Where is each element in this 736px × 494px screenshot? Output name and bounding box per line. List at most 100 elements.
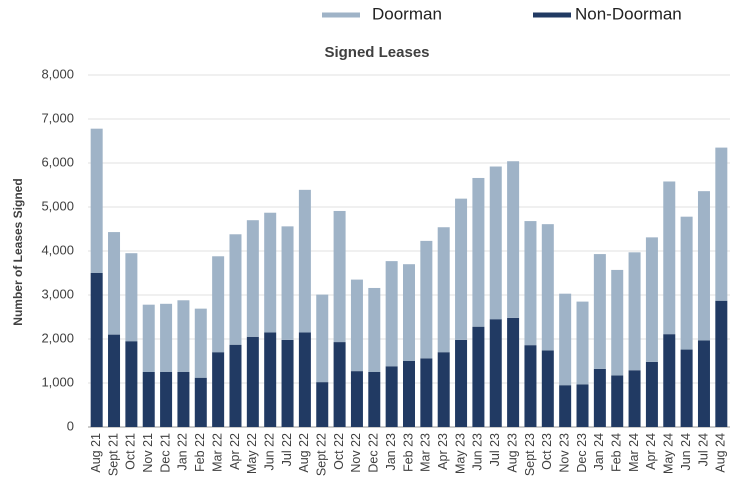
bar-segment	[90, 128, 103, 273]
y-tick-label: 8,000	[41, 66, 74, 81]
legend-label: Non-Doorman	[575, 4, 682, 23]
bar-segment	[403, 361, 415, 427]
bar-segment	[715, 300, 728, 427]
bar-segment	[194, 377, 207, 427]
y-tick-label: 2,000	[41, 330, 74, 345]
y-tick-label: 4,000	[41, 242, 74, 257]
bar-segment	[246, 220, 259, 337]
bar-segment	[576, 384, 589, 427]
bar-segment	[559, 385, 572, 427]
y-tick-label: 5,000	[41, 198, 74, 213]
x-tick-label: Jul 23	[488, 433, 502, 466]
y-tick-label: 7,000	[41, 110, 74, 125]
x-tick-label: May 22	[245, 433, 259, 474]
bar-segment	[437, 227, 450, 353]
x-tick-label: Nov 21	[141, 433, 155, 473]
x-tick-label: Apr 22	[228, 433, 242, 470]
x-tick-label: Aug 24	[714, 433, 728, 473]
bar-segment	[229, 234, 242, 345]
bar-segment	[680, 216, 693, 350]
bar-segment	[420, 358, 433, 427]
x-tick-label: Aug 21	[89, 433, 103, 473]
x-tick-label: Sept 21	[106, 433, 120, 476]
bar-segment	[108, 334, 121, 427]
bar-segment	[472, 177, 485, 327]
bar-segment	[142, 372, 155, 427]
bar-segment	[125, 253, 138, 342]
bar-segment	[611, 375, 624, 427]
bar-segment	[385, 366, 398, 427]
bar-segment	[316, 382, 329, 427]
x-tick-label: Mar 23	[419, 433, 433, 472]
y-tick-label: 6,000	[41, 154, 74, 169]
bar-segment	[229, 344, 242, 427]
bar-segment	[246, 336, 259, 427]
bar-segment	[142, 304, 155, 372]
bar-segment	[264, 212, 277, 333]
bar-segment	[350, 279, 363, 372]
bar-segment	[350, 371, 363, 427]
bar-segment	[628, 370, 641, 427]
x-tick-label: Sept 22	[315, 433, 329, 476]
bar-segment	[593, 368, 606, 427]
x-tick-label: Mar 22	[210, 433, 224, 472]
x-tick-label: Jul 22	[280, 433, 294, 466]
bar-segment	[177, 300, 190, 372]
x-tick-label: Oct 23	[540, 433, 554, 470]
bar-segment	[212, 352, 225, 427]
x-tick-label: Jan 22	[176, 433, 190, 471]
bar-segment	[628, 252, 641, 371]
x-tick-label: Jun 22	[262, 433, 276, 471]
bar-segment	[524, 221, 537, 346]
x-tick-label: Mar 24	[627, 433, 641, 472]
bar-segment	[420, 240, 433, 359]
bar-segment	[125, 341, 138, 427]
legend-label: Doorman	[372, 4, 442, 23]
bar-segment	[368, 287, 381, 372]
x-tick-label: Nov 22	[349, 433, 363, 473]
x-tick-label: Dec 21	[158, 433, 172, 473]
x-tick-label: Jul 24	[696, 433, 710, 466]
bar-segment	[298, 189, 311, 333]
bar-segment	[697, 191, 710, 341]
x-tick-label: Feb 22	[193, 433, 207, 472]
bar-segment	[281, 226, 294, 340]
x-tick-label: Oct 21	[124, 433, 138, 470]
bar-segment	[212, 256, 225, 353]
bar-segment	[663, 181, 676, 335]
x-tick-label: May 24	[662, 433, 676, 474]
bar-segment	[576, 301, 589, 385]
bar-segment	[489, 166, 502, 320]
x-tick-label: Aug 22	[297, 433, 311, 473]
bar-segment	[489, 319, 502, 427]
bar-segment	[281, 339, 294, 427]
bar-segment	[663, 334, 676, 427]
bar-segment	[507, 317, 520, 427]
x-tick-label: Feb 23	[401, 433, 415, 472]
bar-segment	[108, 232, 121, 335]
bar-segment	[559, 293, 572, 386]
bar-segment	[333, 210, 346, 343]
bar-segment	[298, 332, 311, 427]
bar-segment	[160, 303, 173, 372]
bar-segment	[437, 352, 450, 427]
bar-segment	[333, 342, 346, 427]
chart-title: Signed Leases	[324, 44, 429, 61]
x-tick-label: Apr 23	[436, 433, 450, 470]
x-tick-label: Jun 23	[471, 433, 485, 471]
bar-segment	[472, 326, 485, 427]
y-tick-label: 3,000	[41, 286, 74, 301]
bar-segment	[368, 372, 381, 427]
x-tick-label: Dec 22	[367, 433, 381, 473]
x-tick-label: Jan 23	[384, 433, 398, 471]
bar-segment	[507, 161, 520, 318]
x-tick-label: Dec 23	[575, 433, 589, 473]
bar-segment	[316, 294, 329, 383]
bar-segment	[541, 224, 554, 351]
bar-segment	[194, 308, 207, 378]
x-tick-label: Sept 23	[523, 433, 537, 476]
bar-segment	[455, 339, 468, 427]
bar-segment	[697, 340, 710, 427]
bar-segment	[177, 372, 190, 427]
x-tick-label: Jun 24	[679, 433, 693, 471]
